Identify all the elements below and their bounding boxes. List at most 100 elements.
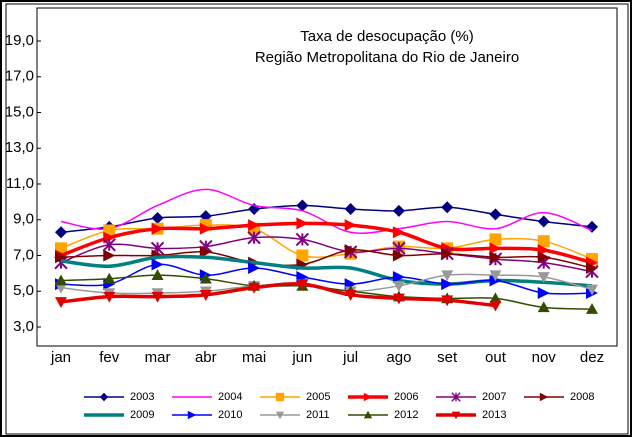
marker	[344, 219, 357, 232]
marker	[103, 291, 116, 303]
legend-item: 2005	[260, 391, 330, 403]
chart-title: Taxa de desocupação (%)	[300, 28, 473, 45]
marker	[489, 292, 502, 304]
legend-label: 2004	[218, 391, 242, 403]
marker	[441, 270, 454, 282]
marker	[489, 242, 502, 255]
marker	[441, 278, 454, 291]
marker	[199, 290, 212, 301]
marker	[489, 300, 502, 312]
marker	[392, 270, 405, 283]
x-tick-label: mar	[145, 349, 171, 366]
legend-label: 2010	[218, 409, 242, 421]
marker	[248, 262, 261, 275]
marker	[392, 281, 405, 292]
marker	[441, 201, 454, 214]
marker	[392, 204, 405, 217]
legend-item: 2003	[84, 391, 154, 403]
marker	[344, 244, 357, 257]
y-tick-label: 17,0	[5, 68, 34, 85]
legend-label: 2008	[570, 391, 594, 403]
marker	[55, 297, 67, 308]
series	[55, 258, 598, 300]
marker	[103, 249, 116, 262]
marker	[296, 279, 309, 291]
marker	[151, 222, 164, 235]
x-tick-label: out	[485, 349, 507, 366]
marker	[489, 208, 502, 221]
marker	[55, 282, 67, 294]
marker	[99, 392, 109, 402]
legend-label: 2012	[394, 409, 418, 421]
y-tick-label: 11,0	[6, 175, 34, 192]
y-tick-label: 7,0	[13, 246, 34, 263]
marker	[151, 211, 164, 224]
marker	[451, 411, 461, 420]
marker	[55, 274, 67, 286]
marker	[537, 235, 550, 248]
marker	[248, 282, 261, 294]
marker	[451, 392, 461, 402]
marker	[441, 295, 454, 307]
marker	[392, 226, 405, 239]
marker	[103, 272, 116, 284]
x-tick-label: abr	[195, 349, 217, 366]
legend-item: 2009	[84, 409, 154, 421]
legend-label: 2007	[482, 391, 506, 403]
x-tick-label: jan	[50, 349, 71, 366]
marker	[586, 284, 598, 296]
marker	[275, 411, 285, 420]
legend-item: 2008	[524, 391, 594, 403]
series	[55, 279, 502, 312]
marker	[489, 233, 502, 246]
x-tick-label: dez	[580, 349, 604, 366]
x-tick-label: jun	[291, 349, 312, 366]
marker	[363, 392, 373, 402]
marker	[392, 249, 405, 262]
x-tick-label: fev	[99, 349, 120, 366]
legend-label: 2003	[130, 391, 154, 403]
x-tick-label: nov	[532, 349, 557, 366]
marker	[344, 203, 357, 216]
marker	[187, 410, 197, 420]
marker	[199, 272, 212, 284]
marker	[392, 293, 405, 305]
marker	[247, 230, 261, 245]
series-line	[60, 236, 593, 273]
series-line	[60, 282, 496, 308]
marker	[151, 258, 164, 271]
y-tick-label: 13,0	[5, 139, 34, 156]
x-tick-label: jul	[342, 349, 358, 366]
legend-label: 2009	[130, 409, 154, 421]
chart-subtitle: Região Metropolitana do Rio de Janeiro	[255, 49, 519, 66]
legend-item: 2004	[172, 391, 242, 403]
x-tick-label: ago	[386, 349, 411, 366]
y-tick-label: 19,0	[5, 32, 34, 49]
y-tick-label: 3,0	[13, 318, 34, 335]
legend-label: 2011	[306, 409, 330, 421]
marker	[102, 238, 116, 252]
marker	[151, 291, 164, 303]
legend-item: 2012	[348, 409, 418, 421]
marker	[537, 272, 550, 283]
marker	[586, 303, 598, 314]
marker	[441, 247, 454, 260]
x-tick-label: mai	[242, 349, 266, 366]
marker	[586, 262, 598, 275]
legend-item: 2006	[348, 391, 418, 403]
marker	[295, 232, 310, 247]
legend-item: 2007	[436, 391, 506, 403]
marker	[363, 410, 373, 419]
legend-item: 2010	[172, 409, 242, 421]
marker	[489, 251, 502, 264]
marker	[489, 270, 502, 282]
marker	[537, 215, 550, 228]
marker	[296, 249, 309, 262]
marker	[537, 301, 550, 313]
legend-item: 2011	[260, 409, 330, 421]
legend-label: 2013	[482, 409, 506, 421]
marker	[151, 269, 164, 280]
marker	[296, 199, 309, 212]
marker	[296, 217, 309, 230]
